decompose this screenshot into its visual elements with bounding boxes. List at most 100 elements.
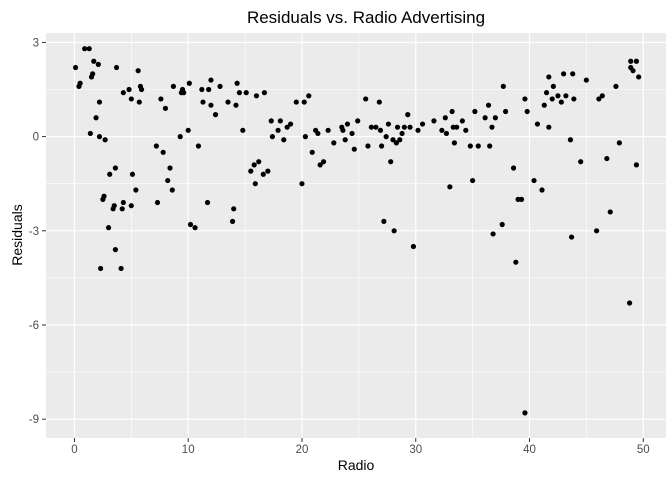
data-point (136, 99, 142, 105)
data-point (633, 162, 640, 168)
data-point (489, 124, 495, 130)
data-point (558, 99, 564, 105)
data-point (405, 112, 411, 118)
data-point (95, 61, 101, 67)
data-point (135, 68, 141, 74)
data-point (275, 127, 281, 133)
data-point (281, 137, 287, 143)
data-point (365, 143, 371, 149)
x-tick-label: 40 (523, 444, 536, 456)
data-point (240, 127, 246, 133)
data-point (256, 159, 262, 165)
data-point (217, 83, 223, 89)
data-point (199, 86, 205, 93)
data-point (96, 134, 103, 140)
data-point (165, 177, 171, 184)
data-point (268, 118, 274, 124)
data-point (415, 127, 421, 133)
data-point (192, 225, 198, 231)
data-point (571, 96, 577, 102)
data-point (252, 181, 258, 187)
data-point (206, 86, 212, 93)
data-point (388, 159, 394, 165)
data-point (383, 134, 389, 140)
data-point (186, 80, 192, 86)
data-point (119, 206, 125, 212)
data-point (431, 118, 437, 124)
data-point (91, 58, 97, 64)
data-point (492, 115, 498, 121)
chart-title: Residuals vs. Radio Advertising (247, 8, 485, 27)
data-point (531, 177, 537, 184)
data-point (187, 221, 194, 228)
data-point (626, 300, 633, 306)
data-point (277, 118, 283, 124)
data-point (160, 149, 166, 155)
data-point (98, 265, 104, 272)
data-point (385, 121, 392, 127)
data-point (633, 58, 640, 64)
data-point (77, 80, 83, 86)
data-point (616, 140, 622, 146)
data-point (443, 130, 450, 137)
data-point (475, 143, 481, 149)
data-point (342, 137, 348, 143)
data-point (570, 71, 576, 77)
data-point (236, 90, 242, 96)
data-point (301, 99, 307, 105)
data-point (472, 108, 478, 115)
data-point (265, 168, 271, 174)
x-tick-label: 10 (182, 444, 195, 456)
data-point (234, 80, 240, 86)
data-point (442, 115, 448, 121)
data-point (454, 124, 460, 130)
data-point (563, 93, 569, 99)
data-point (208, 77, 214, 83)
data-point (261, 90, 268, 96)
data-point (534, 121, 541, 127)
data-point (378, 143, 385, 149)
data-point (302, 134, 308, 140)
data-point (260, 171, 266, 177)
data-point (613, 83, 619, 89)
data-point (500, 83, 506, 89)
data-point (101, 193, 107, 199)
data-point (82, 46, 88, 52)
data-point (550, 83, 556, 89)
data-point (309, 149, 315, 155)
data-point (502, 108, 509, 115)
data-point (543, 90, 550, 96)
major-gridlines (46, 33, 666, 438)
data-point (113, 64, 120, 71)
data-point (225, 99, 231, 105)
data-point (451, 140, 458, 146)
data-point (447, 184, 453, 190)
data-point (397, 137, 403, 143)
data-point (355, 118, 361, 124)
y-tick-label: -6 (29, 320, 39, 332)
data-point (518, 196, 525, 202)
data-point (315, 130, 321, 137)
data-point (185, 127, 191, 133)
x-tick-label: 20 (296, 444, 309, 456)
data-point (549, 96, 555, 102)
data-point (470, 177, 476, 184)
data-point (325, 127, 331, 133)
y-tick-label: -3 (29, 226, 39, 238)
data-point (522, 96, 528, 102)
data-point (90, 71, 96, 77)
y-tick-label: -9 (29, 414, 39, 426)
data-point (340, 127, 346, 133)
data-point (284, 124, 290, 130)
data-point (138, 86, 145, 93)
data-point (200, 99, 206, 105)
data-point (607, 209, 613, 215)
data-point (248, 168, 254, 174)
data-point (419, 121, 426, 127)
y-axis-title: Residuals (9, 204, 25, 265)
data-point (482, 115, 488, 121)
x-tick-label: 30 (409, 444, 422, 456)
data-point (154, 199, 161, 206)
data-point (96, 99, 103, 105)
y-tick-label: 3 (33, 37, 39, 49)
